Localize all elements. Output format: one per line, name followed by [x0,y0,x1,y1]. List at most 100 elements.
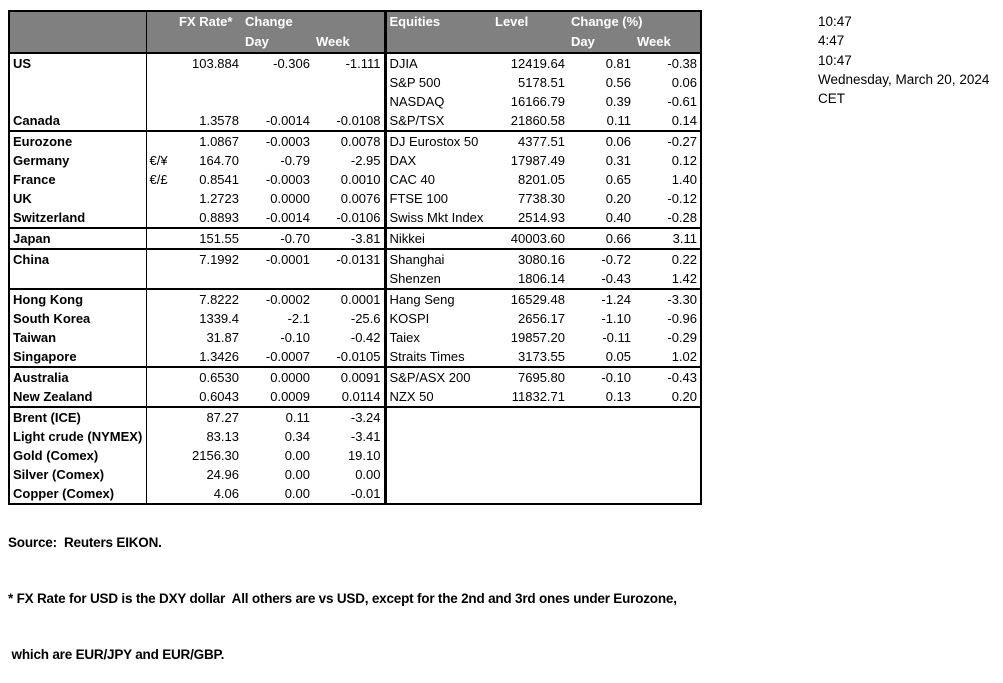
fx-pair-label [146,227,176,249]
fx-country-label: China [9,248,147,269]
fx-rate-value: 103.884 [192,56,239,71]
fx-pair-label [146,465,176,484]
fx-day-change: -2.1 [287,311,310,326]
equity-name [385,406,492,427]
fx-pair-label [146,387,176,407]
fx-country-label: Silver (Comex) [9,465,147,484]
fx-pair-label [146,427,176,446]
equity-day-change: 0.05 [605,349,631,364]
timestamp-line: 10:47 [818,52,852,68]
market-snapshot-table: FX Rate* Change Equities Level Change (%… [8,10,702,505]
equity-week-change [634,406,701,427]
fx-rate-value: 1.3426 [199,349,239,364]
equity-name: NASDAQ [389,94,445,109]
source-line: Source: Reuters EIKON. [8,535,162,551]
table-row: Silver (Comex) 24.96 0.00 0.00 [9,465,701,484]
fx-day-change: 0.0009 [270,389,310,404]
fx-pair-label: €/£ [149,172,168,187]
fx-week-change: -0.0106 [313,208,387,228]
equity-day-change [568,446,634,465]
fx-country-label: Copper (Comex) [9,484,147,504]
fx-week-change: -0.0105 [313,347,387,367]
equity-name: KOSPI [389,311,430,326]
fx-day-change: 0.00 [284,448,310,463]
equity-week-change: 1.40 [671,172,697,187]
table-row: Copper (Comex) 4.06 0.00 -0.01 [9,484,701,504]
equity-day-change [568,465,634,484]
fx-country-label [9,269,147,289]
fx-rate-value: 1.2723 [199,191,239,206]
equity-day-change: -1.10 [601,311,631,326]
equity-name [385,446,492,465]
fx-country-label: Brent (ICE) [9,406,147,427]
fx-week-change: -1.111 [313,53,387,73]
fx-rate-value: 0.6043 [199,389,239,404]
fx-change-header: Change [242,11,387,32]
fx-pair-label [146,288,176,309]
fx-country-label [9,92,147,111]
fx-rate-subheader-blank [176,32,242,54]
fx-rate-value: 83.13 [206,429,239,444]
fx-day-change: -0.0001 [242,248,313,269]
equity-week-change [634,465,701,484]
fx-pair-label [146,347,176,367]
table-row: Brent (ICE) 87.27 0.11 -3.24 [9,406,701,427]
fx-rate-value: 7.1992 [176,248,242,269]
fx-week-change: -3.24 [313,406,387,427]
table-row: Canada 1.3578 -0.0014 -0.0108 S&P/TSX 21… [9,111,701,131]
equity-level: 2656.17 [518,311,565,326]
fx-country-label: Germany [9,151,147,170]
table-row: Shenzen 1806.14 -0.43 1.42 [9,269,701,289]
table-row: Taiwan 31.87 -0.10 -0.42 Taiex 19857.20 … [9,328,701,347]
equity-level: 4377.51 [492,130,568,151]
equity-day-change: 0.66 [568,227,634,249]
fx-week-change: 0.0078 [313,130,387,151]
equity-name: FTSE 100 [389,191,449,206]
equity-week-change: 0.12 [671,153,697,168]
equity-level: 21860.58 [510,113,565,128]
equity-day-change: 0.39 [605,94,631,109]
table-row: Eurozone 1.0867 -0.0003 0.0078 DJ Eurost… [9,130,701,151]
fx-country-label: Taiwan [9,328,147,347]
table-row: Gold (Comex) 2156.30 0.00 19.10 [9,446,701,465]
equity-day-change: -1.24 [568,288,634,309]
table-row: South Korea 1339.4 -2.1 -25.6 KOSPI 2656… [9,309,701,328]
fx-pair-label [146,248,176,269]
table-row: Light crude (NYMEX) 83.13 0.34 -3.41 [9,427,701,446]
equity-week-change: -3.30 [634,288,701,309]
equity-day-change [568,427,634,446]
fx-day-change: 0.00 [284,486,310,501]
equities-change-pct-header: Change (%) [568,11,701,32]
fx-pair-label [146,309,176,328]
fx-day-change: 0.00 [284,467,310,482]
fx-rate-value [176,73,242,92]
equity-name: S&P/TSX [389,113,445,128]
fx-rate-value: 0.6530 [176,366,242,387]
equity-day-change: 0.20 [605,191,631,206]
equity-day-change: 0.56 [605,75,631,90]
fx-day-change: -0.79 [280,153,310,168]
table-row: Australia 0.6530 0.0000 0.0091 S&P/ASX 2… [9,366,701,387]
equity-level: 7738.30 [518,191,565,206]
equity-level [492,465,568,484]
equity-name: Shenzen [389,271,441,286]
equity-day-change: -0.72 [568,248,634,269]
equity-week-change [634,427,701,446]
fx-week-change: 0.0076 [313,189,387,208]
equity-level: 12419.64 [510,56,565,71]
equity-name [385,465,492,484]
fx-rate-value: 4.06 [213,486,239,501]
fx-day-change: -0.0014 [265,210,310,225]
equity-day-change: -0.11 [602,330,631,345]
fx-week-change: 0.0001 [313,288,387,309]
equity-level: 16166.79 [510,94,565,109]
fx-pair-label [146,73,176,92]
timestamp-block: 10:47 4:47 10:47 Wednesday, March 20, 20… [818,12,989,108]
fx-day-change: -0.10 [280,330,310,345]
fx-pair-label [146,92,176,111]
equity-week-change: 0.06 [671,75,697,90]
fx-pair-label [146,269,176,289]
footnote-line: which are EUR/JPY and EUR/GBP. [8,646,225,662]
fx-week-change [313,269,387,289]
equity-week-change: -0.96 [667,311,697,326]
